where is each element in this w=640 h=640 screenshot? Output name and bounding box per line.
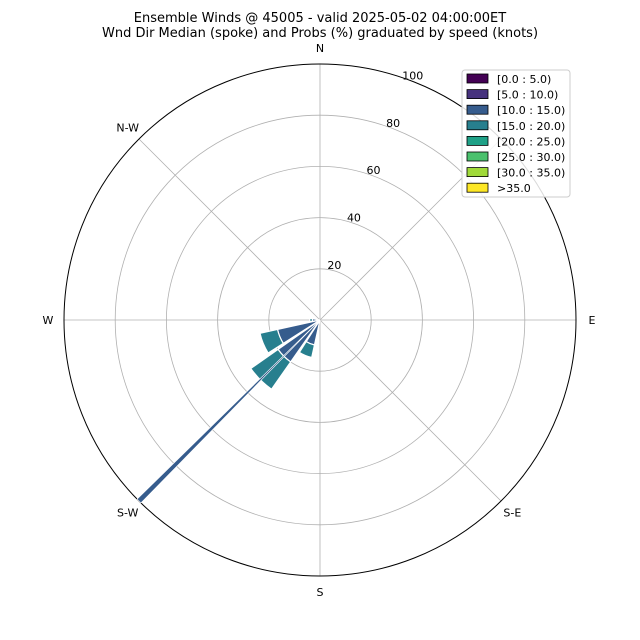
legend-label-4: [20.0 : 25.0) [497, 135, 565, 148]
legend: [0.0 : 5.0) [5.0 : 10.0) [10.0 : 15.0) [15.… [461, 69, 571, 198]
chart-title: Ensemble Winds @ 45005 - valid 2025-05-0… [133, 11, 507, 26]
legend-label-1: [5.0 : 10.0) [497, 89, 558, 102]
legend-swatch-1 [466, 89, 489, 99]
direction-label-n: N [316, 42, 324, 55]
direction-label-n-w: N-W [116, 122, 139, 135]
median-spoke [136, 319, 321, 504]
legend-swatch-2 [466, 104, 489, 115]
outer-circle [63, 63, 577, 577]
legend-swatch-4 [466, 135, 489, 146]
legend-label-2: [10.0 : 15.0) [497, 104, 565, 117]
radial-tick-40: 40 [347, 212, 361, 225]
legend-label-5: [25.0 : 30.0) [497, 151, 565, 164]
radial-tick-labels: 20 40 60 80 100 [327, 70, 423, 272]
legend-swatch-6 [466, 167, 489, 178]
radial-tick-60: 60 [367, 164, 381, 177]
legend-swatch-3 [466, 120, 489, 131]
legend-frame [461, 69, 571, 198]
radial-tick-20: 20 [327, 259, 341, 272]
direction-label-s-w: S-W [117, 506, 139, 519]
sector-270-bin-3 [309, 317, 314, 323]
grid-spoke-135 [319, 319, 502, 502]
legend-label-0: [0.0 : 5.0) [497, 73, 551, 86]
grid-spoke-315 [138, 138, 321, 321]
legend-swatch-7 [466, 182, 489, 193]
legend-swatch-0 [466, 73, 489, 84]
median-spoke-layer [136, 319, 321, 504]
legend-label-3: [15.0 : 20.0) [497, 120, 565, 133]
radial-tick-100: 100 [402, 70, 423, 83]
sector-247.5-bin-3 [259, 328, 285, 354]
radial-tick-80: 80 [386, 117, 400, 130]
legend-swatch-5 [466, 151, 489, 162]
direction-label-s: S [317, 586, 324, 599]
direction-labels: N E S W N-W S-E S-W [43, 42, 596, 599]
legend-label-7: >35.0 [497, 182, 531, 195]
legend-label-6: [30.0 : 35.0) [497, 167, 565, 180]
sector-202.5-bin-3 [298, 340, 316, 359]
direction-label-s-e: S-E [503, 506, 521, 519]
chart-subtitle: Wnd Dir Median (spoke) and Probs (%) gra… [101, 26, 539, 41]
direction-label-e: E [589, 314, 596, 327]
direction-label-w: W [43, 314, 54, 327]
